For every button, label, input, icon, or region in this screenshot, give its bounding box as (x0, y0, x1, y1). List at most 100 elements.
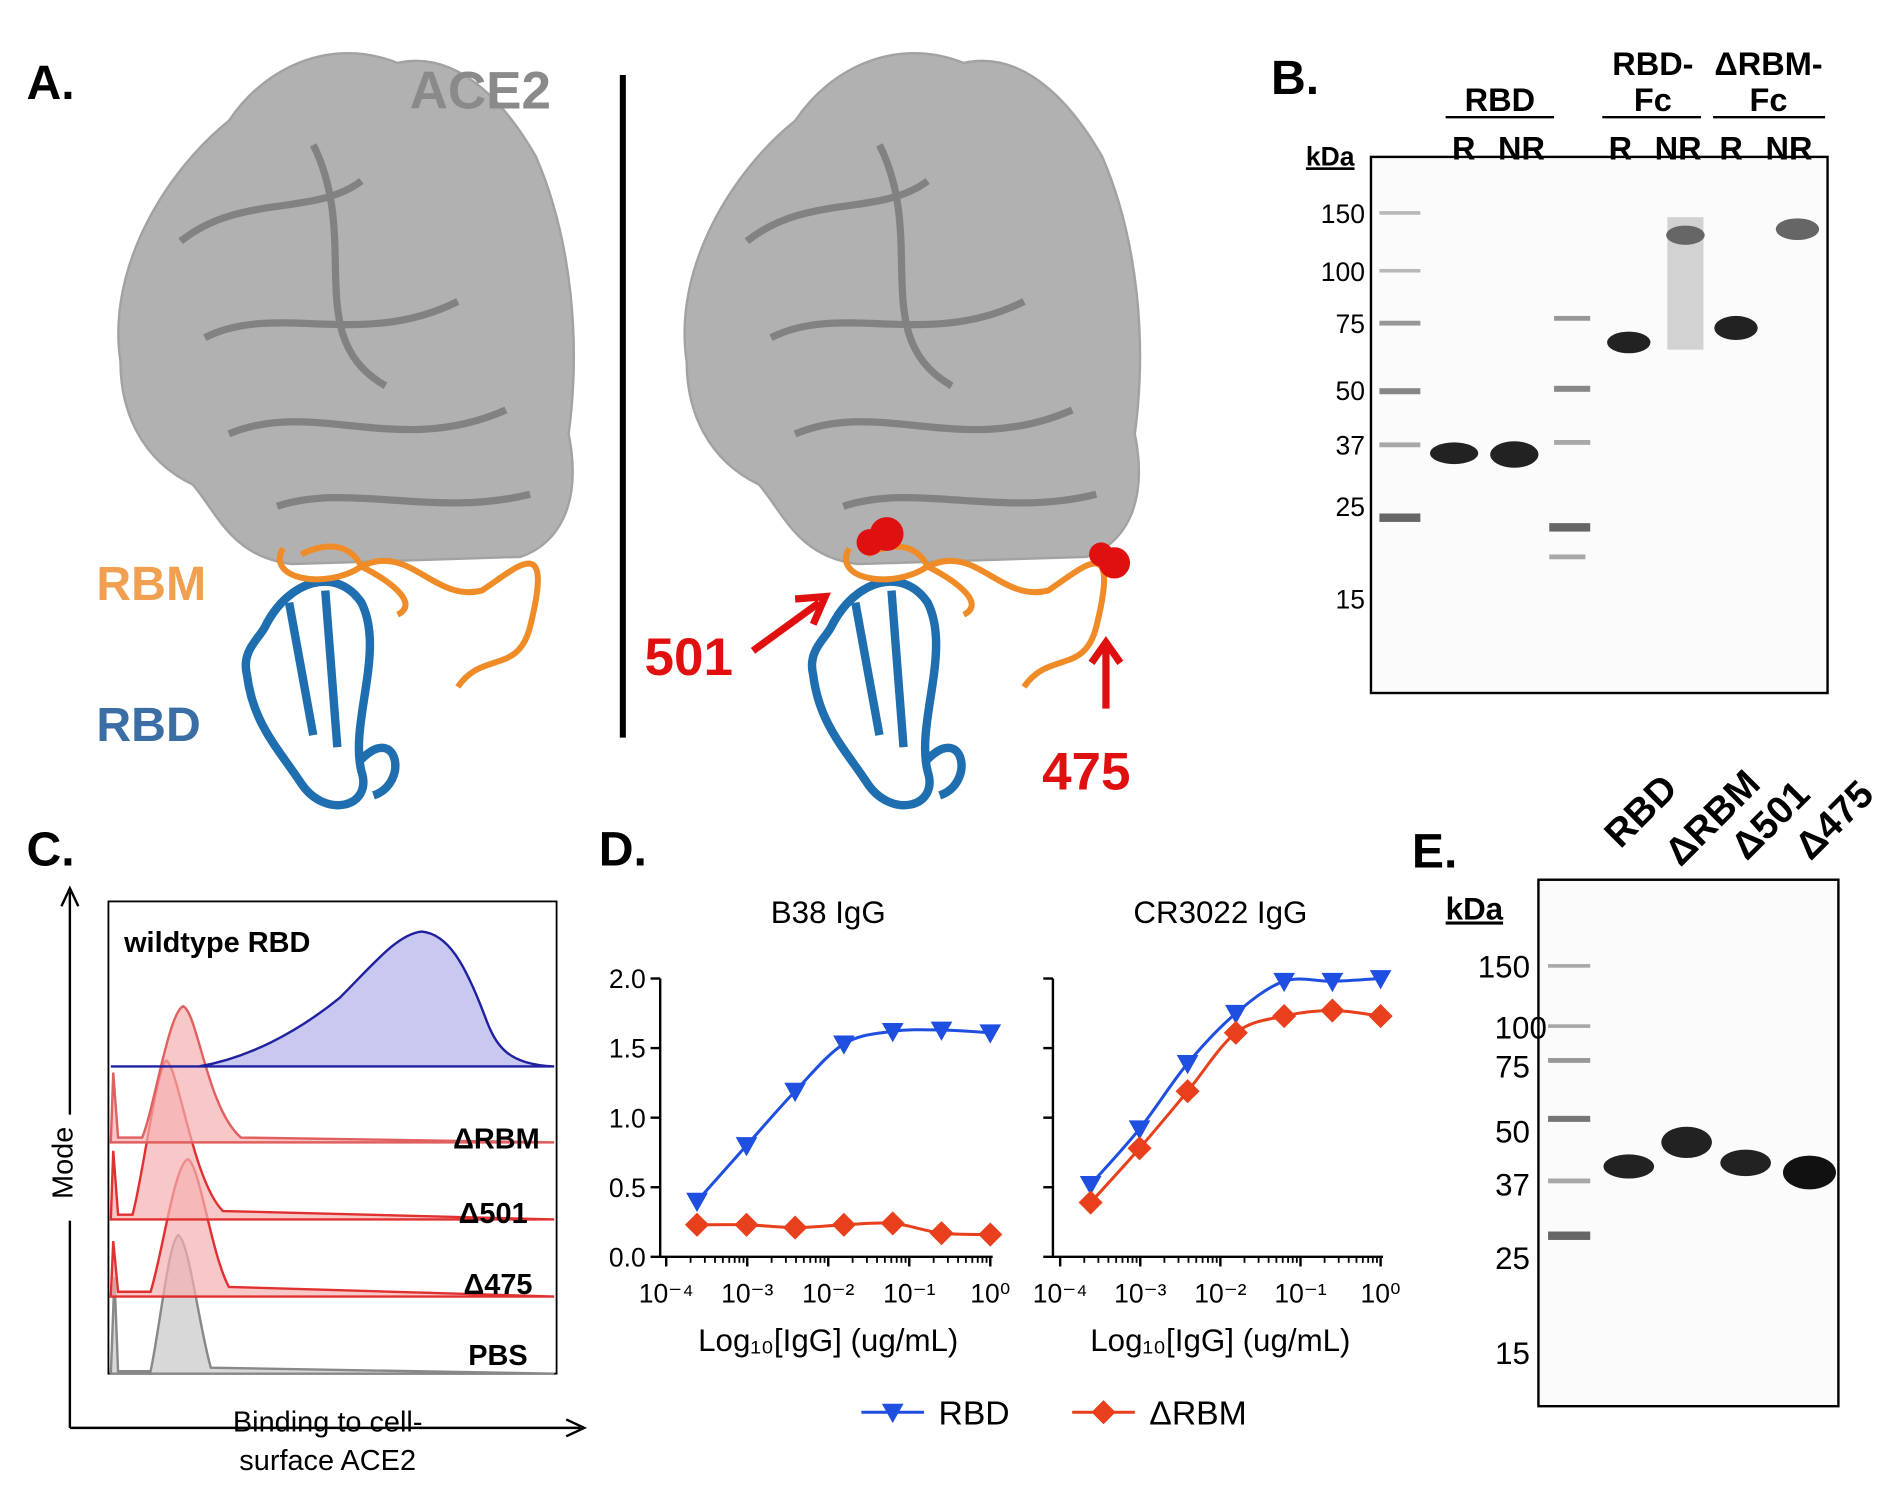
panel-b: B. RBD RBD- Fc ΔRBM- Fc R NR R NR R NR k… (1271, 46, 1829, 695)
y-tick-label: 0.0 (609, 1242, 646, 1272)
marker-label: 50 (1495, 1114, 1530, 1149)
legend-label: ΔRBM (1149, 1394, 1246, 1432)
data-point (1079, 1176, 1102, 1196)
structure-left (117, 51, 575, 810)
x-axis-label: Log₁₀[IgG] (ug/mL) (1090, 1323, 1350, 1358)
marker-label: 25 (1495, 1241, 1530, 1276)
group-label: RBD (1465, 82, 1535, 118)
condition-label: R (1609, 130, 1632, 166)
data-point (1128, 1120, 1151, 1140)
panel-a: A. ACE2 RBM RBD 501 475 (27, 51, 1142, 810)
marker-label: 15 (1335, 585, 1364, 615)
marker-label: 50 (1335, 376, 1364, 406)
data-point (1225, 1004, 1247, 1025)
condition-label: NR (1498, 130, 1545, 166)
unit-label: kDa (1306, 141, 1355, 171)
data-point (735, 1137, 758, 1157)
group-label: ΔRBM- (1714, 46, 1822, 82)
x-tick-label: 10⁻³ (721, 1279, 773, 1309)
sample-label: Δ501 (459, 1198, 528, 1230)
condition-label: R (1452, 130, 1475, 166)
rbm-label: RBM (96, 557, 206, 611)
axis-label: Mode (47, 1127, 79, 1199)
marker-label: 100 (1321, 257, 1365, 287)
x-tick-label: 10⁻² (1194, 1279, 1246, 1309)
data-point (978, 1222, 1003, 1247)
x-tick-label: 10⁻² (802, 1279, 854, 1309)
sample-label: Δ475 (463, 1269, 532, 1301)
x-tick-label: 10⁻¹ (883, 1279, 935, 1309)
data-point (1320, 998, 1345, 1023)
panel-label: E. (1412, 825, 1458, 879)
axis-label: Binding to cell- (233, 1406, 423, 1438)
data-point (831, 1212, 856, 1237)
data-point (1176, 1054, 1199, 1075)
data-point (930, 1021, 953, 1041)
axis-label: surface ACE2 (239, 1445, 416, 1477)
data-point (833, 1035, 855, 1055)
x-tick-label: 10⁰ (970, 1279, 1010, 1309)
group-label: Fc (1634, 82, 1672, 118)
condition-label: NR (1655, 130, 1702, 166)
marker-label: 37 (1495, 1167, 1530, 1202)
arrow (750, 592, 831, 654)
panel-d: D. B38 IgG Log₁₀[IgG] (ug/mL) 0.0 0.5 1.0 1.5… (599, 822, 1401, 1432)
data-point (783, 1215, 808, 1240)
panel-c: C. Mode wildtype RBD ΔRBM Δ501 Δ475 PBS … (27, 822, 588, 1477)
data-point (1368, 1004, 1393, 1029)
histogram (110, 930, 555, 1068)
x-axis-label: Log₁₀[IgG] (ug/mL) (698, 1323, 958, 1358)
condition-label: NR (1766, 130, 1813, 166)
x-tick-label: 10⁻³ (1114, 1279, 1166, 1309)
data-point (1272, 1004, 1297, 1029)
group-label: RBD- (1612, 46, 1693, 82)
gel (1369, 155, 1829, 695)
data-point (1369, 970, 1392, 990)
marker-label: 75 (1335, 309, 1364, 339)
structure-right (683, 51, 1142, 810)
y-tick-label: 2.0 (609, 964, 646, 994)
x-tick-label: 10⁰ (1361, 1279, 1401, 1309)
data-point (684, 1212, 710, 1237)
site-label: 501 (645, 628, 733, 687)
sample-label: ΔRBM (453, 1123, 540, 1155)
marker-label: 150 (1478, 949, 1530, 984)
x-tick-label: 10⁻⁴ (1033, 1279, 1088, 1309)
y-tick-label: 1.5 (609, 1034, 646, 1064)
marker-label: 25 (1335, 492, 1364, 522)
x-tick-label: 10⁻¹ (1274, 1279, 1326, 1309)
marker-label: 150 (1321, 199, 1365, 229)
data-point (881, 1022, 904, 1043)
marker-label: 15 (1495, 1336, 1530, 1371)
ace2-label: ACE2 (410, 62, 551, 121)
panel-label: D. (599, 822, 647, 876)
chart-title: B38 IgG (771, 895, 886, 930)
condition-label: R (1719, 130, 1742, 166)
gel-bands (1379, 211, 1820, 560)
sample-label: PBS (468, 1340, 527, 1372)
marker-label: 75 (1495, 1049, 1530, 1084)
data-point (1321, 972, 1344, 993)
unit-label: kDa (1446, 891, 1504, 926)
group-label: Fc (1750, 82, 1788, 118)
data-point (686, 1192, 708, 1212)
legend-marker (1091, 1400, 1116, 1425)
x-tick-label: 10⁻⁴ (639, 1279, 694, 1309)
data-point (1273, 972, 1295, 993)
y-tick-label: 0.5 (609, 1173, 646, 1203)
data-point (979, 1024, 1002, 1044)
panel-label: A. (27, 56, 75, 110)
marker-label: 100 (1495, 1011, 1547, 1046)
panel-e: E. RBD ΔRBM Δ501 Δ475 kDa 150 100 75 50 … (1412, 762, 1882, 1408)
panel-label: B. (1271, 51, 1319, 105)
legend-label: RBD (938, 1394, 1009, 1432)
panel-label: C. (27, 822, 75, 876)
fit-line (695, 1028, 991, 1203)
y-tick-label: 1.0 (609, 1103, 646, 1133)
data-point (880, 1211, 905, 1236)
rbd-label: RBD (96, 698, 200, 752)
data-point (929, 1221, 954, 1246)
data-point (784, 1082, 806, 1103)
arrow (1088, 636, 1124, 709)
